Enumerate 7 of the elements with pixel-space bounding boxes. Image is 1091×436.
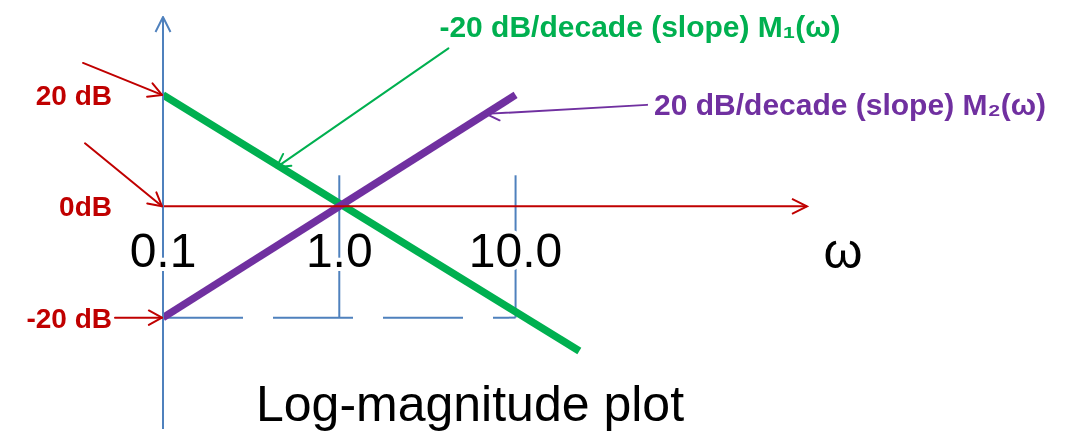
y-tick-label: 0dB: [59, 190, 112, 222]
text: Log-magnitude plot: [255, 376, 685, 432]
annotation: -20 dB/decade (slope) M₁(ω): [439, 10, 841, 44]
x-axis-title: ω: [823, 223, 863, 280]
y-tick-label: 20 dB: [35, 79, 112, 111]
annotation: 20 dB/decade (slope) M₂(ω): [654, 88, 1047, 122]
y-tick-label: -20 dB: [26, 302, 112, 334]
